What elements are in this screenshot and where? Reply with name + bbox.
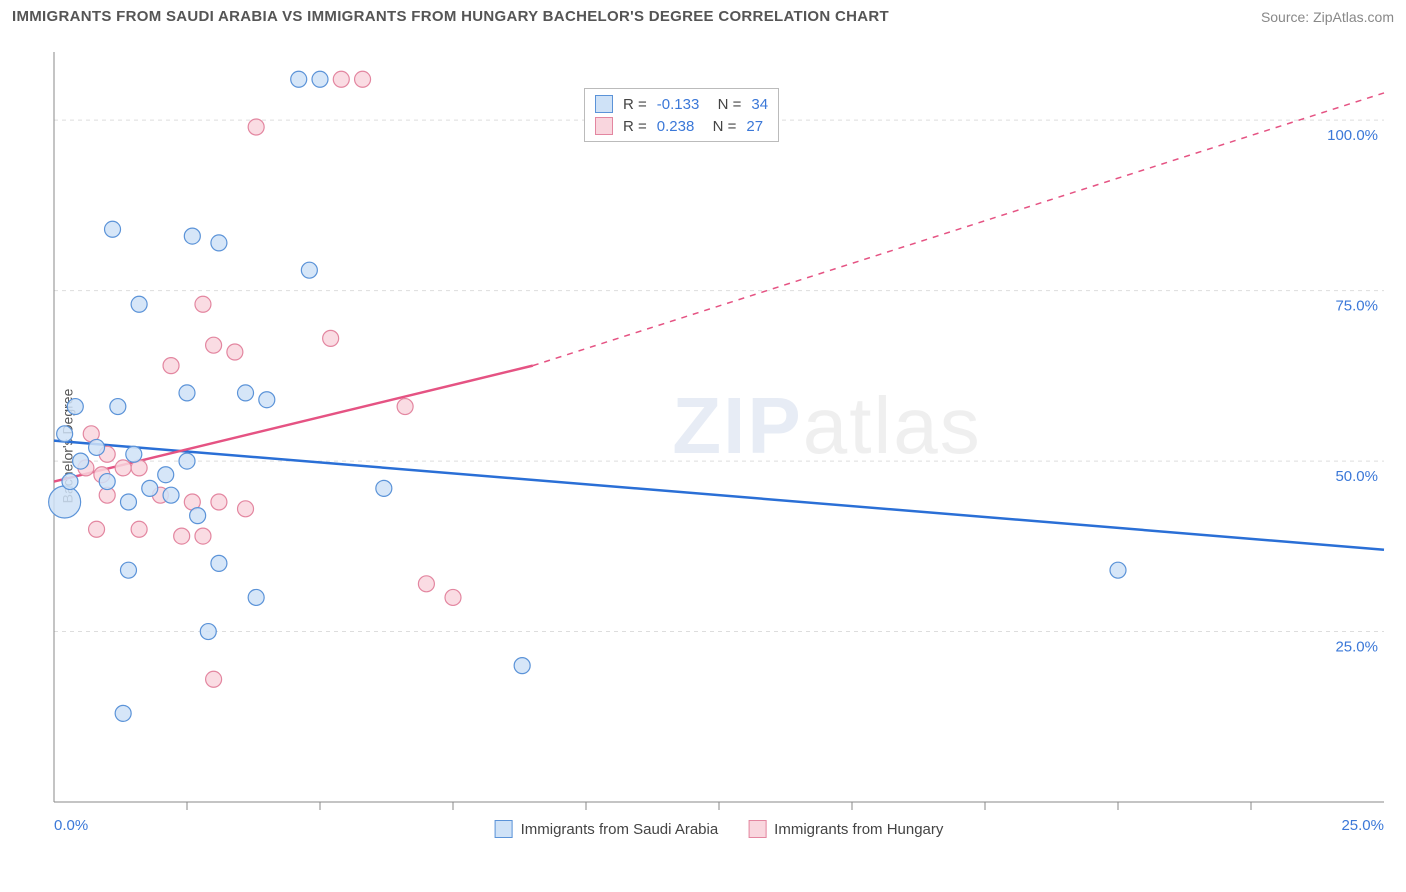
chart-title: IMMIGRANTS FROM SAUDI ARABIA VS IMMIGRAN… (12, 8, 889, 25)
source-name: ZipAtlas.com (1313, 9, 1394, 25)
series-legend: Immigrants from Saudi Arabia Immigrants … (495, 820, 944, 838)
r-label: R = (623, 118, 647, 135)
r-value-hungary: 0.238 (657, 118, 695, 135)
legend-swatch-saudi (495, 820, 513, 838)
r-label: R = (623, 96, 647, 113)
svg-text:25.0%: 25.0% (1335, 639, 1378, 656)
legend-label-saudi: Immigrants from Saudi Arabia (521, 821, 719, 838)
swatch-hungary (595, 117, 613, 135)
n-value-hungary: 27 (746, 118, 763, 135)
source-prefix: Source: (1261, 9, 1313, 25)
legend-label-hungary: Immigrants from Hungary (774, 821, 943, 838)
scatter-svg: 25.0% 50.0% 75.0% 100.0% 0.0% 25.0% (44, 42, 1394, 842)
stats-legend: R = -0.133 N = 34 R = 0.238 N = 27 (584, 88, 779, 142)
swatch-saudi (595, 95, 613, 113)
legend-item-saudi: Immigrants from Saudi Arabia (495, 820, 719, 838)
legend-swatch-hungary (748, 820, 766, 838)
svg-text:0.0%: 0.0% (54, 817, 88, 834)
svg-text:75.0%: 75.0% (1335, 298, 1378, 315)
title-bar: IMMIGRANTS FROM SAUDI ARABIA VS IMMIGRAN… (0, 0, 1406, 33)
n-label: N = (709, 96, 741, 113)
chart-area: 25.0%50.0%75.0%100.0%0.0%25.0% ZIPatlas … (44, 42, 1394, 842)
n-value-saudi: 34 (751, 96, 768, 113)
n-label: N = (704, 118, 736, 135)
svg-text:100.0%: 100.0% (1327, 127, 1378, 144)
legend-item-hungary: Immigrants from Hungary (748, 820, 943, 838)
stats-row-saudi: R = -0.133 N = 34 (595, 93, 768, 115)
svg-text:50.0%: 50.0% (1335, 468, 1378, 485)
source-credit: Source: ZipAtlas.com (1261, 9, 1394, 25)
svg-text:25.0%: 25.0% (1341, 817, 1384, 834)
stats-row-hungary: R = 0.238 N = 27 (595, 115, 768, 137)
r-value-saudi: -0.133 (657, 96, 700, 113)
